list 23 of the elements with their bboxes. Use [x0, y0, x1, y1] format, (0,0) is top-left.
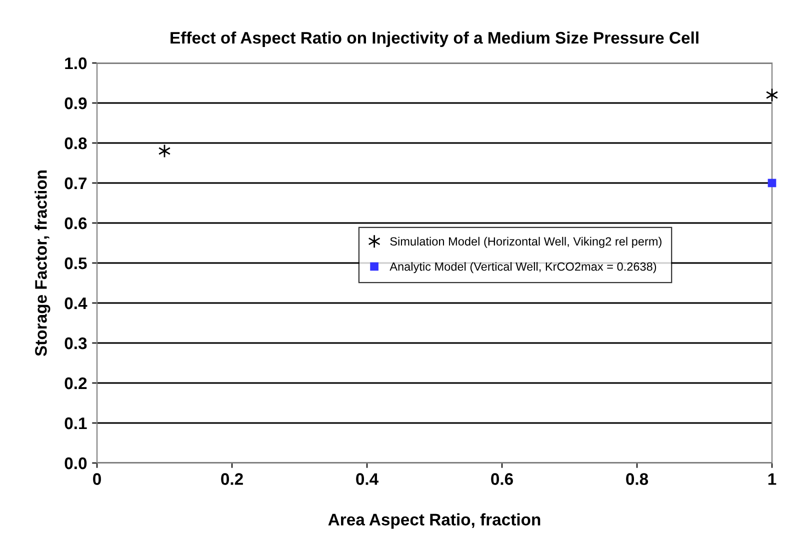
- x-axis-title: Area Aspect Ratio, fraction: [328, 513, 540, 529]
- x-tick-label: 0.4: [356, 473, 378, 485]
- legend-label: Analytic Model (Vertical Well, KrCO2max = 0.2638): [390, 262, 656, 274]
- y-tick-label: 0.2: [64, 377, 87, 390]
- y-tick-label: 0.8: [64, 137, 87, 150]
- x-tick-label: 1: [768, 473, 776, 485]
- y-tick-label: 0.3: [64, 337, 87, 350]
- y-tick-label: 1.0: [65, 57, 87, 70]
- legend-label: Simulation Model (Horizontal Well, Viking2 rel perm): [390, 236, 662, 248]
- y-tick-label: 0.1: [64, 417, 87, 430]
- x-tick-label: 0.6: [491, 473, 513, 485]
- y-tick-label: 0.9: [64, 97, 87, 110]
- y-tick-label: 0.4: [64, 297, 88, 310]
- point: [768, 178, 776, 188]
- x-tick-label: 0: [93, 473, 101, 485]
- y-tick-label: 0.6: [64, 217, 87, 230]
- x-tick-label: 0.8: [626, 473, 648, 485]
- chart-title: Effect of Aspect Ratio on Injectivity of a Medium Size Pressure Cell: [170, 31, 698, 48]
- y-tick-label: 0.5: [64, 257, 87, 270]
- y-tick-label: 0.7: [64, 177, 87, 190]
- y-axis-title: Storage Factor, fraction: [34, 170, 50, 356]
- y-tick-label: 0.0: [64, 457, 87, 470]
- x-tick-label: 0.2: [221, 473, 243, 485]
